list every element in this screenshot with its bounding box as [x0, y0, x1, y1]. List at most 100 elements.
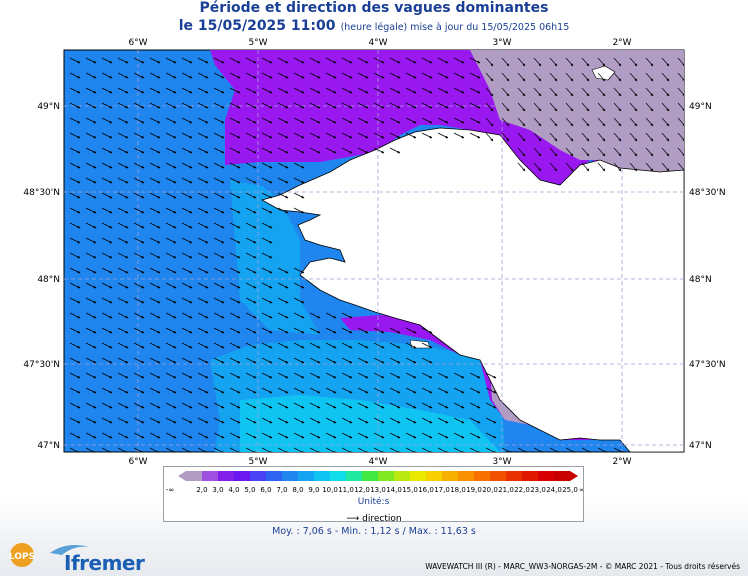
wave-arrow	[149, 372, 161, 379]
wave-arrow	[245, 297, 257, 304]
legend-swatch	[378, 471, 394, 481]
wave-arrow	[149, 312, 161, 319]
wave-arrow	[533, 132, 542, 142]
wave-arrow	[565, 132, 574, 142]
wave-arrow	[69, 162, 81, 169]
wave-arrow	[229, 282, 241, 289]
wave-arrow	[421, 402, 433, 409]
wave-arrow	[581, 162, 590, 172]
wave-arrow	[213, 447, 225, 452]
wave-arrow	[117, 327, 129, 334]
wave-arrow	[373, 372, 385, 379]
legend-swatch	[250, 471, 266, 481]
wave-arrow	[437, 72, 449, 79]
wave-arrow	[229, 312, 241, 319]
wave-arrow	[213, 237, 225, 244]
wave-arrow	[533, 162, 542, 172]
wave-arrow	[229, 267, 241, 274]
ifremer-logo	[50, 545, 90, 555]
wave-arrow	[165, 372, 177, 379]
wave-arrow	[661, 102, 670, 112]
wave-arrow	[69, 372, 81, 379]
direction-arrows	[69, 57, 684, 452]
legend-swatch	[186, 471, 202, 481]
wave-arrow	[133, 267, 145, 274]
wave-arrow	[213, 117, 225, 124]
wave-arrow	[309, 357, 321, 364]
lon-label: 2°W	[612, 38, 631, 48]
wave-arrow	[645, 147, 654, 157]
wave-arrow	[549, 87, 558, 97]
wave-arrow	[197, 267, 209, 274]
wave-arrow	[373, 147, 385, 154]
wave-arrow	[181, 297, 193, 304]
wave-arrow	[117, 417, 129, 424]
lat-label: 49°N	[689, 102, 712, 112]
wave-arrow	[117, 207, 129, 214]
wave-arrow	[149, 57, 161, 64]
wave-arrow	[197, 342, 209, 349]
wave-arrow	[485, 72, 494, 82]
wave-arrow	[229, 57, 241, 64]
legend-swatch	[202, 471, 218, 481]
island-jersey	[591, 65, 616, 81]
wave-arrow	[261, 132, 273, 139]
wave-arrow	[309, 402, 321, 409]
wave-arrow	[501, 102, 510, 112]
wave-arrow	[581, 132, 590, 142]
wave-arrow	[85, 447, 97, 452]
wave-arrow	[309, 372, 321, 379]
wave-arrow	[597, 117, 606, 127]
wave-arrow	[181, 282, 193, 289]
wave-arrow	[229, 117, 241, 124]
wave-arrow	[213, 252, 225, 259]
wave-arrow	[341, 102, 353, 109]
wave-arrow	[293, 327, 305, 334]
wave-arrow	[485, 447, 497, 452]
legend-unit: Unité:s	[357, 497, 390, 507]
wave-arrow	[261, 417, 273, 424]
wave-arrow	[245, 132, 257, 139]
wave-arrow	[245, 222, 257, 229]
wave-arrow	[677, 102, 684, 112]
wave-arrow	[277, 342, 289, 349]
wave-arrow	[373, 417, 385, 424]
color-legend: -∞ 2,0 3,0 4,0 5,0 6,0 7,0 8,0 9,0 10,0 11,0 12,0 13…	[163, 466, 585, 522]
wave-arrow	[325, 447, 337, 452]
wave-arrow	[133, 237, 145, 244]
ifremer-wordmark: Ifremer	[64, 551, 145, 575]
wave-arrow	[389, 57, 401, 64]
wave-arrow	[101, 192, 113, 199]
legend-swatch	[266, 471, 282, 481]
wave-arrow	[165, 207, 177, 214]
wave-arrow	[565, 147, 574, 157]
legend-tick-label: 4,0	[228, 486, 239, 494]
wave-arrow	[629, 147, 638, 157]
wave-arrow	[245, 387, 257, 394]
wave-arrow	[149, 192, 161, 199]
wave-arrow	[229, 417, 241, 424]
wave-arrow	[549, 72, 558, 82]
wave-arrow	[405, 387, 417, 394]
wave-arrow	[197, 417, 209, 424]
wave-arrow	[629, 102, 638, 112]
wave-arrow	[69, 117, 81, 124]
wave-arrow	[245, 192, 257, 199]
wave-arrow	[213, 147, 225, 154]
wave-arrow	[117, 177, 129, 184]
wave-arrow	[117, 57, 129, 64]
legend-tick-label: ∞	[579, 486, 583, 494]
wave-arrow	[245, 282, 257, 289]
wave-arrow	[469, 372, 481, 379]
wave-arrow	[85, 147, 97, 154]
wave-arrow	[69, 207, 81, 214]
wave-arrow	[293, 282, 305, 289]
wave-arrow	[149, 207, 161, 214]
legend-swatch	[490, 471, 506, 481]
wave-arrow	[85, 432, 97, 439]
wave-arrow	[149, 147, 161, 154]
wave-arrow	[85, 312, 97, 319]
wave-arrow	[197, 372, 209, 379]
wave-arrow	[405, 447, 417, 452]
wave-arrow	[261, 222, 273, 229]
